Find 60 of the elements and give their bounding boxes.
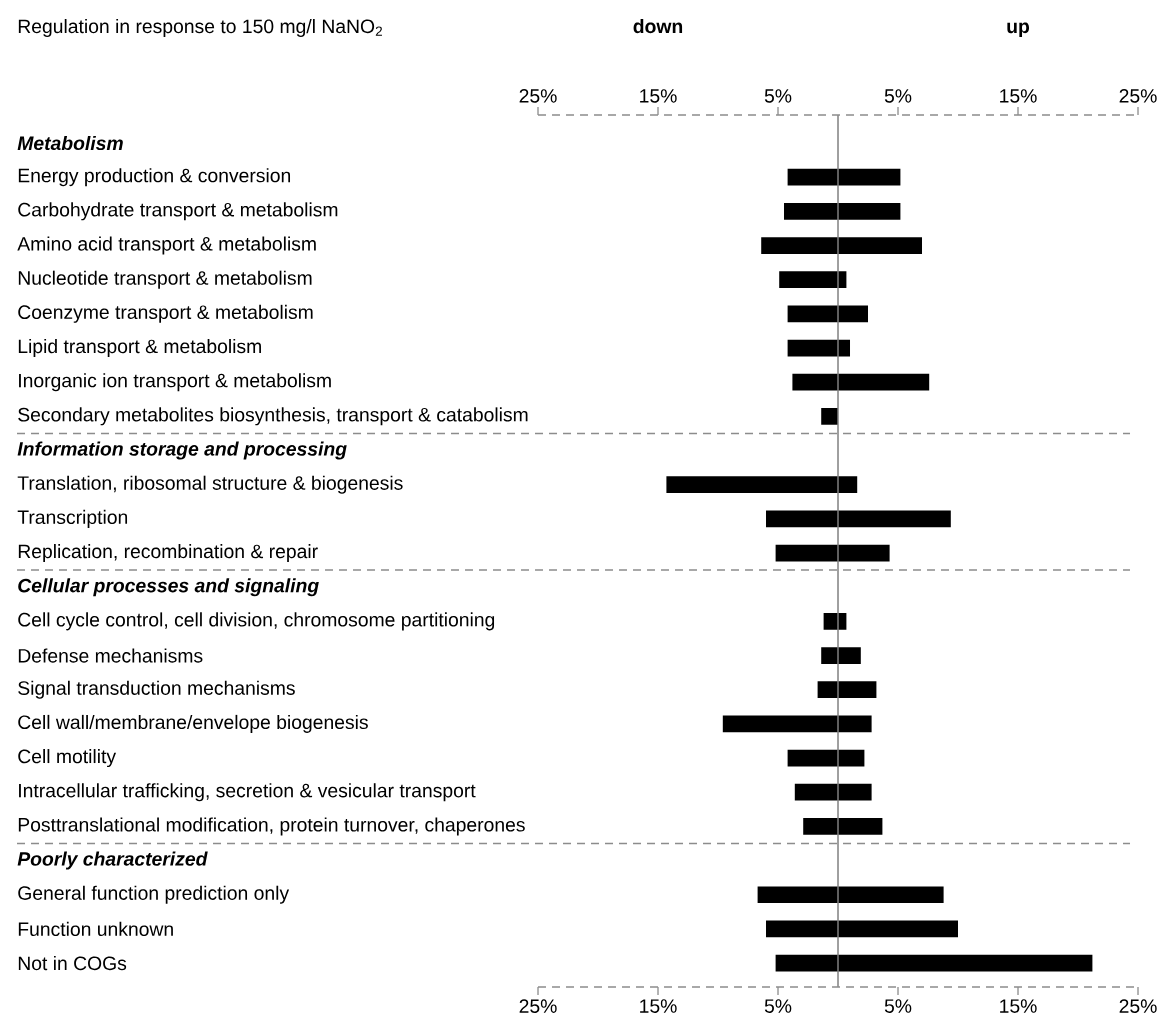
y-tick-label: Information storage and processing [17, 441, 347, 460]
y-tick-label: General function prediction only [18, 885, 290, 904]
bar [787, 339, 851, 357]
y-tick-label: Intracellular trafficking, secretion & vesicular transport [19, 783, 476, 802]
x-tick-label: 15% [640, 999, 677, 1013]
x2-tick-label: 25% [519, 89, 557, 103]
y-tick-label: Nucleotide transport & metabolism [18, 270, 312, 289]
y-tick-label: Replication, recombination & repair [18, 544, 318, 563]
bar [784, 202, 901, 220]
y-tick-label: Secondary metabolites biosynthesis, transport & catabolism [18, 407, 528, 426]
y-tick-label: Lipid transport & metabolism [18, 339, 261, 358]
y-tick-label: Carbohydrate transport & metabolism [18, 202, 338, 221]
y-tick-label: Cell cycle control, cell division, chromosome partitioning [18, 612, 495, 631]
bar [761, 237, 923, 254]
x-tick-label: 25% [519, 999, 557, 1013]
y-tick-label: Function unknown [18, 921, 173, 937]
y-tick-label: Energy production & conversion [18, 168, 291, 187]
text: up [1007, 22, 1030, 38]
y-tick-label: Defense mechanisms [18, 648, 203, 663]
y-tick-label: Metabolism [17, 135, 123, 151]
y-tick-label: Cellular processes and signaling [18, 578, 319, 597]
bar [787, 168, 901, 186]
bar [722, 715, 872, 733]
y-tick-label: Signal transduction mechanisms [18, 680, 295, 699]
bar [766, 510, 951, 528]
bar [775, 544, 890, 562]
x-tick-label: 15% [1000, 999, 1037, 1013]
x2-tick-label: 25% [1119, 89, 1157, 103]
y-tick-label: Cell motility [18, 749, 117, 768]
y-tick-label: Cell wall/membrane/envelope biogenesis [18, 714, 368, 733]
y-tick-label: Amino acid transport & metabolism [17, 236, 316, 255]
y-tick-label: Translation, ribosomal structure & biogenesis [17, 475, 403, 494]
y-tick-label: Inorganic ion transport & metabolism [19, 373, 331, 392]
bar [766, 920, 958, 938]
bar [775, 954, 1093, 972]
bar [817, 681, 877, 699]
y-tick-label: Posttranslational modification, protein turnover, chaperones [18, 817, 525, 836]
bar [787, 749, 865, 767]
x2-tick-label: 15% [640, 89, 677, 103]
y-tick-label: Poorly characterized [17, 851, 208, 870]
bar [666, 476, 858, 494]
text: down [633, 18, 683, 34]
x-tick-label: 25% [1119, 999, 1157, 1013]
bar [821, 647, 861, 664]
x-tick-label: 5% [764, 999, 792, 1013]
bar [787, 305, 869, 323]
x2-tick-label: 5% [884, 89, 912, 103]
x-tick-label: 5% [884, 999, 912, 1013]
x2-tick-label: 15% [1000, 89, 1037, 103]
y-tick-label: Not in COGs [18, 955, 127, 971]
bar [821, 407, 839, 425]
bar [794, 783, 872, 801]
bar [757, 886, 944, 904]
y-tick-label: Transcription [17, 509, 128, 528]
text: Regulation in response to 150 mg/l NaNO$_{2}$ [18, 18, 382, 38]
y-tick-label: Coenzyme transport & metabolism [18, 304, 313, 323]
x2-tick-label: 5% [764, 89, 792, 103]
bar [779, 271, 847, 289]
bar [803, 818, 883, 835]
bar [792, 373, 930, 391]
